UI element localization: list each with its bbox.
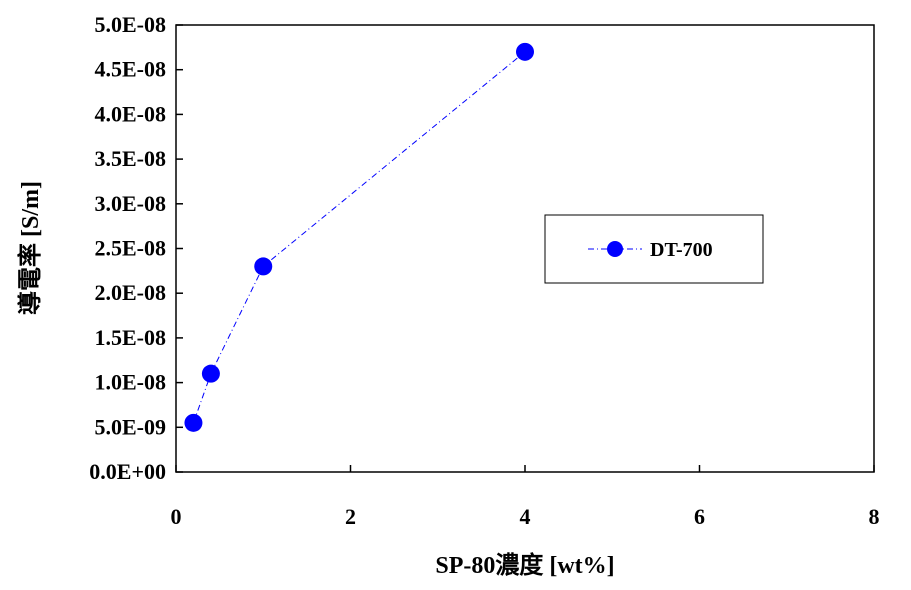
legend-label: DT-700 — [650, 239, 713, 261]
y-tick-label: 2.5E-08 — [95, 236, 167, 261]
y-tick-label: 4.5E-08 — [95, 57, 167, 82]
series-layer — [184, 42, 534, 432]
data-point — [516, 42, 534, 61]
y-tick-label: 0.0E+00 — [89, 459, 166, 484]
x-axis-ticks: 0 2 4 6 8 — [171, 465, 880, 529]
legend-marker — [607, 241, 623, 257]
x-tick-label: 2 — [345, 504, 356, 529]
y-axis-title: 導電率 [S/m] — [16, 181, 44, 315]
x-tick-label: 6 — [694, 504, 705, 529]
y-tick-label: 1.0E-08 — [95, 370, 167, 395]
y-tick-label: 2.0E-08 — [95, 280, 167, 305]
x-tick-label: 4 — [520, 504, 531, 529]
y-tick-label: 4.0E-08 — [95, 101, 167, 126]
legend: DT-700 — [544, 214, 764, 284]
plot-area — [175, 24, 875, 473]
x-axis-title: SP-80濃度 [wt%] — [435, 551, 614, 579]
y-tick-label: 3.5E-08 — [95, 146, 167, 171]
y-tick-label: 5.0E-09 — [95, 414, 167, 439]
legend-box — [544, 214, 764, 284]
y-tick-label: 5.0E-08 — [95, 12, 167, 37]
x-tick-label: 0 — [171, 504, 182, 529]
series-line — [192, 51, 526, 423]
data-point — [201, 364, 220, 383]
y-tick-label: 1.5E-08 — [95, 325, 167, 350]
data-point — [254, 257, 273, 276]
x-tick-label: 8 — [869, 504, 880, 529]
data-point — [184, 413, 203, 432]
y-axis-ticks: 0.0E+00 5.0E-09 1.0E-08 1.5E-08 2.0E-08 2.5E-… — [89, 12, 183, 484]
y-tick-label: 3.0E-08 — [95, 191, 167, 216]
